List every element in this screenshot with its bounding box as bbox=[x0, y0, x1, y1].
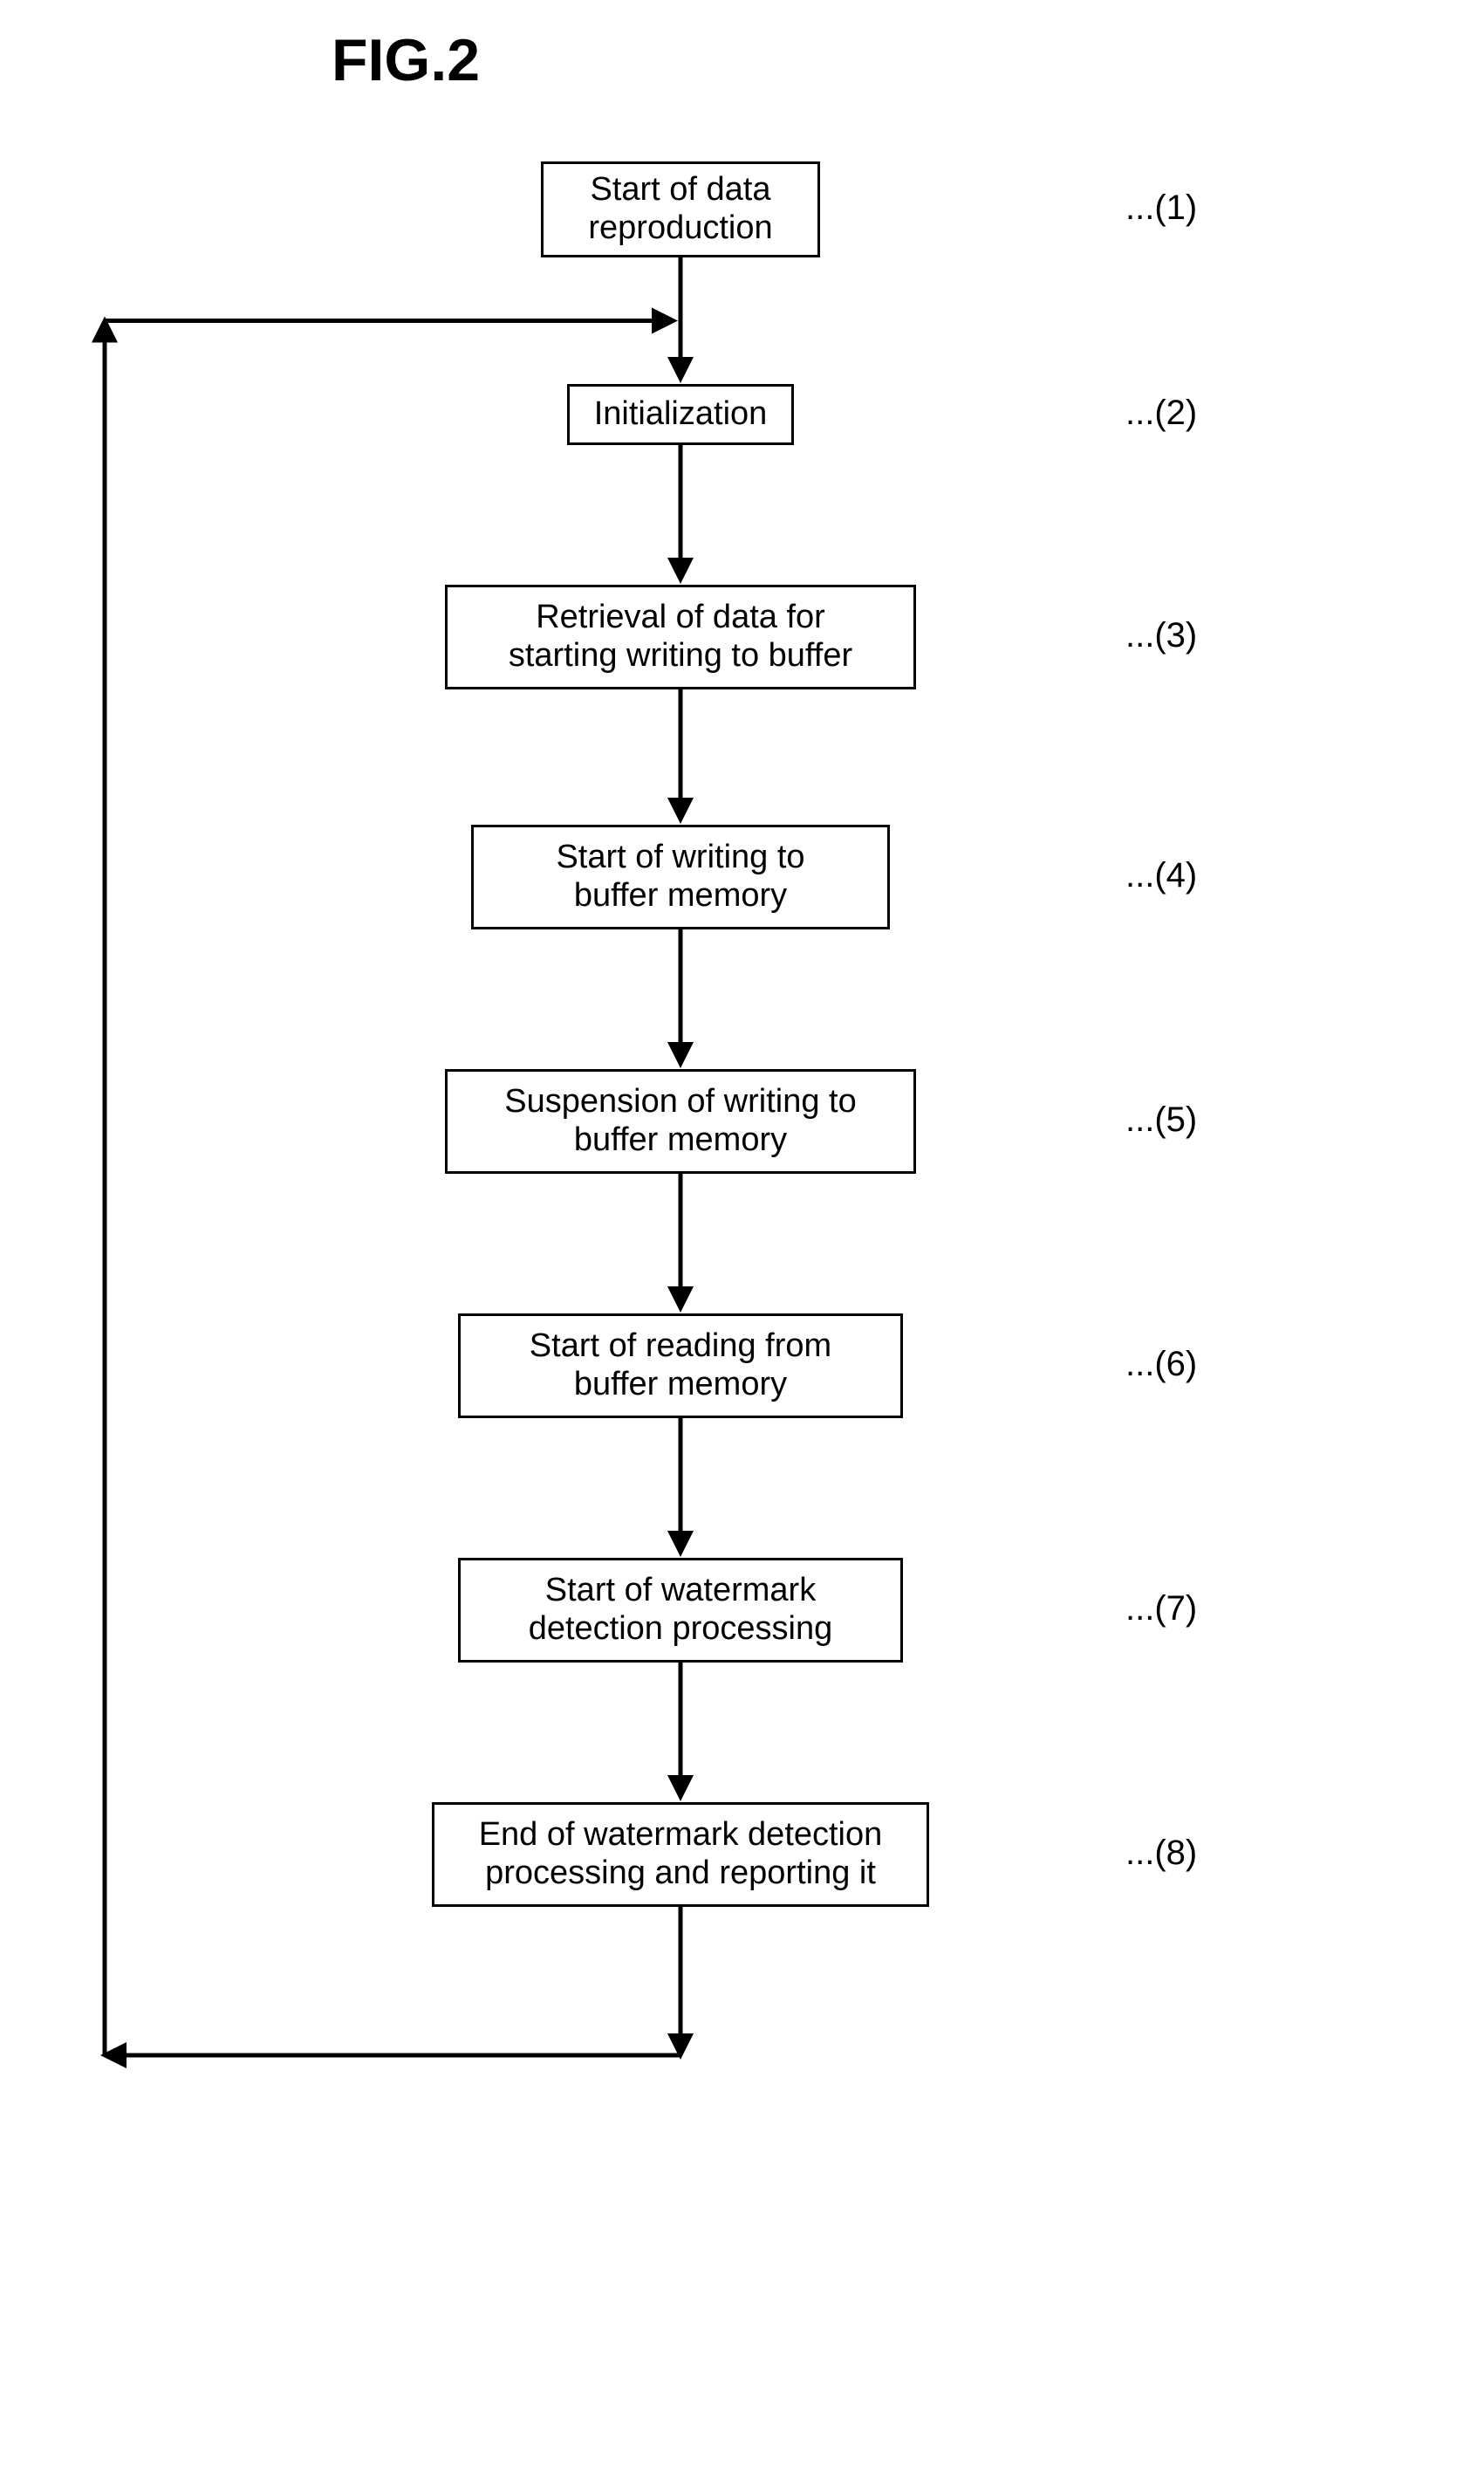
node-4-start-writing: Start of writing tobuffer memory bbox=[471, 825, 890, 929]
label-7: ...(7) bbox=[1125, 1589, 1197, 1628]
node-8-text: End of watermark detectionprocessing and… bbox=[479, 1816, 883, 1892]
flow-arrows bbox=[0, 0, 1484, 2482]
label-1: ...(1) bbox=[1125, 189, 1197, 228]
node-2-text: Initialization bbox=[594, 395, 768, 434]
node-7-text: Start of watermarkdetection processing bbox=[529, 1572, 833, 1648]
node-4-text: Start of writing tobuffer memory bbox=[556, 839, 804, 915]
figure-title: FIG.2 bbox=[332, 26, 480, 94]
label-6: ...(6) bbox=[1125, 1345, 1197, 1384]
node-2-initialization: Initialization bbox=[567, 384, 794, 445]
node-5-suspension: Suspension of writing tobuffer memory bbox=[445, 1069, 916, 1174]
node-3-text: Retrieval of data forstarting writing to… bbox=[509, 599, 852, 675]
node-1-text: Start of datareproduction bbox=[588, 171, 772, 247]
label-3: ...(3) bbox=[1125, 616, 1197, 655]
label-4: ...(4) bbox=[1125, 856, 1197, 895]
node-6-text: Start of reading frombuffer memory bbox=[530, 1327, 831, 1403]
label-8: ...(8) bbox=[1125, 1834, 1197, 1873]
node-8-end-watermark: End of watermark detectionprocessing and… bbox=[432, 1802, 929, 1907]
node-5-text: Suspension of writing tobuffer memory bbox=[504, 1083, 856, 1159]
node-3-retrieval: Retrieval of data forstarting writing to… bbox=[445, 585, 916, 689]
node-6-start-reading: Start of reading frombuffer memory bbox=[458, 1313, 903, 1418]
label-2: ...(2) bbox=[1125, 394, 1197, 433]
node-1-start-reproduction: Start of datareproduction bbox=[541, 161, 820, 257]
node-7-start-watermark: Start of watermarkdetection processing bbox=[458, 1558, 903, 1663]
label-5: ...(5) bbox=[1125, 1100, 1197, 1140]
figure-page: FIG.2 Start of datareproduction Initiali… bbox=[0, 0, 1484, 2482]
